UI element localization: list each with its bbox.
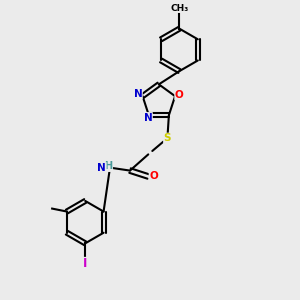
Text: CH₃: CH₃ — [170, 4, 189, 13]
Text: O: O — [175, 90, 184, 100]
Text: S: S — [164, 133, 171, 143]
Text: I: I — [83, 257, 87, 271]
Text: N: N — [143, 112, 152, 123]
Text: O: O — [149, 172, 158, 182]
Text: H: H — [104, 161, 112, 172]
Text: N: N — [98, 163, 106, 172]
Text: N: N — [134, 89, 142, 99]
